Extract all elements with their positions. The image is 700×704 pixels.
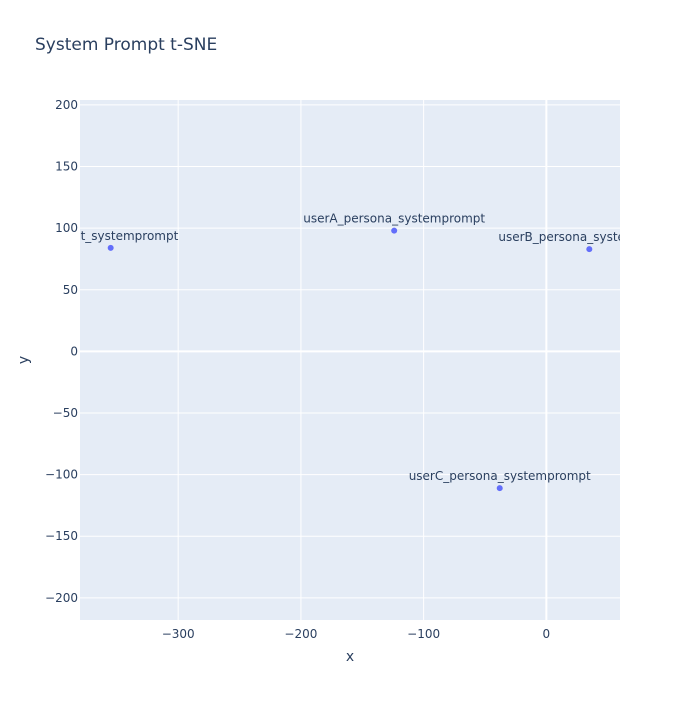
y-axis-title: y xyxy=(16,356,32,364)
y-tick-label: 150 xyxy=(55,160,78,174)
point-label: userA_persona_systemprompt xyxy=(303,212,485,226)
x-tick-label: −200 xyxy=(284,627,317,641)
y-tick-label: 200 xyxy=(55,98,78,112)
data-point xyxy=(496,485,503,492)
plot-area xyxy=(80,100,620,620)
y-tick-label: −200 xyxy=(45,591,78,605)
chart-title: System Prompt t-SNE xyxy=(35,35,217,55)
grid-lines xyxy=(80,100,620,620)
data-point xyxy=(107,244,114,251)
x-tick-label: 0 xyxy=(543,627,551,641)
data-points xyxy=(107,227,593,492)
data-point xyxy=(391,227,398,234)
y-tick-label: −150 xyxy=(45,529,78,543)
x-tick-label: −300 xyxy=(162,627,195,641)
y-tick-label: 0 xyxy=(70,344,78,358)
data-point xyxy=(586,246,593,253)
x-axis-title: x xyxy=(346,649,354,665)
point-label: userB_persona_systemprompt xyxy=(498,230,680,244)
y-tick-label: −100 xyxy=(45,468,78,482)
point-labels: default_systemprompt userA_persona_system… xyxy=(43,212,680,484)
y-tick-label: −50 xyxy=(53,406,78,420)
tick-labels: −300 −200 −100 0 −200 −150 −100 −50 0 50 100 150 200 xyxy=(45,98,550,641)
y-tick-label: 50 xyxy=(63,283,78,297)
point-label: userC_persona_systemprompt xyxy=(409,469,591,483)
x-tick-label: −100 xyxy=(407,627,440,641)
point-label: default_systemprompt xyxy=(43,229,179,243)
y-tick-label: 100 xyxy=(55,221,78,235)
